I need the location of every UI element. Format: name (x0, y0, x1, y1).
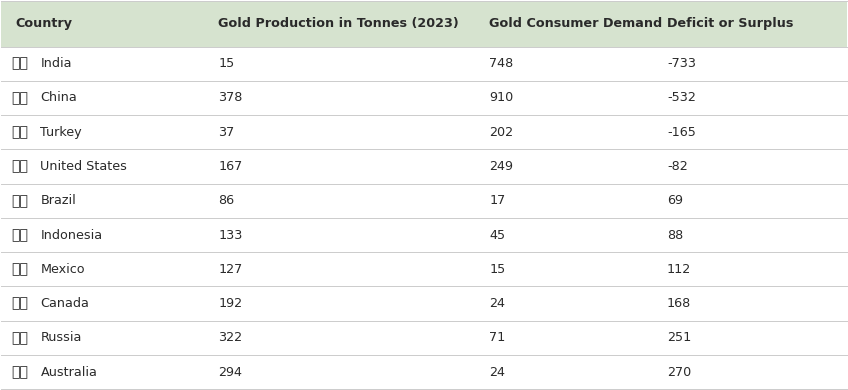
Text: Turkey: Turkey (41, 126, 82, 139)
FancyBboxPatch shape (1, 81, 847, 115)
FancyBboxPatch shape (1, 218, 847, 252)
Text: Indonesia: Indonesia (41, 229, 103, 241)
Text: 168: 168 (667, 297, 691, 310)
Text: Australia: Australia (41, 366, 98, 379)
FancyBboxPatch shape (1, 46, 847, 81)
Text: 🇮🇩: 🇮🇩 (12, 228, 29, 242)
Text: 🇲🇽: 🇲🇽 (12, 262, 29, 277)
Text: 112: 112 (667, 263, 691, 276)
Text: 15: 15 (489, 263, 505, 276)
Text: 127: 127 (218, 263, 243, 276)
Text: Country: Country (15, 17, 72, 30)
Text: 🇨🇳: 🇨🇳 (12, 91, 29, 105)
FancyBboxPatch shape (1, 115, 847, 149)
Text: -532: -532 (667, 92, 696, 105)
Text: Brazil: Brazil (41, 194, 76, 207)
FancyBboxPatch shape (1, 321, 847, 355)
Text: 88: 88 (667, 229, 683, 241)
Text: 167: 167 (218, 160, 243, 173)
Text: Deficit or Surplus: Deficit or Surplus (667, 17, 794, 30)
Text: 133: 133 (218, 229, 243, 241)
Text: 17: 17 (489, 194, 505, 207)
Text: 24: 24 (489, 297, 505, 310)
Text: Mexico: Mexico (41, 263, 85, 276)
Text: Gold Production in Tonnes (2023): Gold Production in Tonnes (2023) (218, 17, 459, 30)
Text: 202: 202 (489, 126, 513, 139)
Text: 24: 24 (489, 366, 505, 379)
Text: 71: 71 (489, 332, 505, 344)
Text: China: China (41, 92, 77, 105)
Text: 🇹🇷: 🇹🇷 (12, 125, 29, 139)
Text: 15: 15 (218, 57, 235, 70)
Text: 🇨🇦: 🇨🇦 (12, 297, 29, 310)
Text: 45: 45 (489, 229, 505, 241)
Text: 748: 748 (489, 57, 513, 70)
Text: India: India (41, 57, 72, 70)
Text: 910: 910 (489, 92, 513, 105)
Text: Gold Consumer Demand: Gold Consumer Demand (489, 17, 662, 30)
Text: 🇺🇸: 🇺🇸 (12, 160, 29, 174)
Text: Canada: Canada (41, 297, 89, 310)
Text: -733: -733 (667, 57, 696, 70)
Text: 270: 270 (667, 366, 691, 379)
FancyBboxPatch shape (1, 355, 847, 389)
Text: 🇧🇷: 🇧🇷 (12, 194, 29, 208)
Text: 192: 192 (218, 297, 243, 310)
Text: -82: -82 (667, 160, 688, 173)
Text: 249: 249 (489, 160, 513, 173)
Text: 37: 37 (218, 126, 235, 139)
Text: 🇷🇺: 🇷🇺 (12, 331, 29, 345)
FancyBboxPatch shape (1, 149, 847, 184)
Text: 🇦🇺: 🇦🇺 (12, 365, 29, 379)
Text: 378: 378 (218, 92, 243, 105)
FancyBboxPatch shape (1, 252, 847, 287)
Text: 69: 69 (667, 194, 683, 207)
Text: 🇮🇳: 🇮🇳 (12, 57, 29, 71)
Text: United States: United States (41, 160, 127, 173)
Text: 251: 251 (667, 332, 691, 344)
FancyBboxPatch shape (1, 287, 847, 321)
Text: Russia: Russia (41, 332, 82, 344)
FancyBboxPatch shape (1, 184, 847, 218)
Text: 294: 294 (218, 366, 243, 379)
Text: -165: -165 (667, 126, 696, 139)
Text: 86: 86 (218, 194, 234, 207)
FancyBboxPatch shape (1, 1, 847, 46)
Text: 322: 322 (218, 332, 243, 344)
